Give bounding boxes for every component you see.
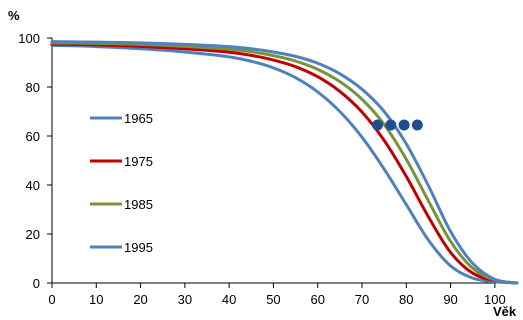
legend-label-1965: 1965 [124, 111, 153, 126]
x-tick-label: 60 [310, 292, 324, 307]
y-tick-label: 60 [26, 129, 40, 144]
y-tick-label: 20 [26, 227, 40, 242]
y-axis-ticks: 0 20 40 60 80 100 [18, 31, 52, 291]
x-tick-label: 0 [48, 292, 55, 307]
marker-point [385, 119, 397, 131]
y-axis-label: % [8, 8, 20, 23]
x-tick-label: 50 [266, 292, 280, 307]
x-tick-label: 70 [355, 292, 369, 307]
legend-label-1995: 1995 [124, 240, 153, 255]
series-line-1995 [50, 40, 519, 285]
series-line-1965 [50, 43, 519, 285]
axes [51, 38, 517, 284]
y-tick-label: 100 [18, 31, 40, 46]
x-tick-label: 20 [133, 292, 147, 307]
x-tick-label: 90 [443, 292, 457, 307]
legend-label-1975: 1975 [124, 154, 153, 169]
marker-point [372, 119, 383, 131]
x-tick-label: 30 [178, 292, 192, 307]
legend-label-1985: 1985 [124, 197, 153, 212]
marker-point [398, 119, 410, 131]
series-line-1975 [50, 42, 519, 285]
series-lines [50, 40, 519, 285]
y-tick-label: 80 [26, 80, 40, 95]
y-tick-label: 0 [33, 276, 40, 291]
y-tick-label: 40 [26, 178, 40, 193]
marker-point [411, 119, 423, 131]
x-tick-label: 40 [222, 292, 236, 307]
x-axis-label: Věk [493, 304, 517, 319]
x-tick-label: 100 [484, 292, 506, 307]
x-tick-label: 80 [399, 292, 413, 307]
x-tick-label: 10 [89, 292, 103, 307]
marker-points [372, 119, 423, 131]
legend: 1965 1975 1985 1995 [90, 111, 153, 255]
series-line-1985 [50, 41, 519, 285]
x-axis-ticks: 0 10 20 30 40 50 60 70 80 90 100 [48, 283, 506, 307]
